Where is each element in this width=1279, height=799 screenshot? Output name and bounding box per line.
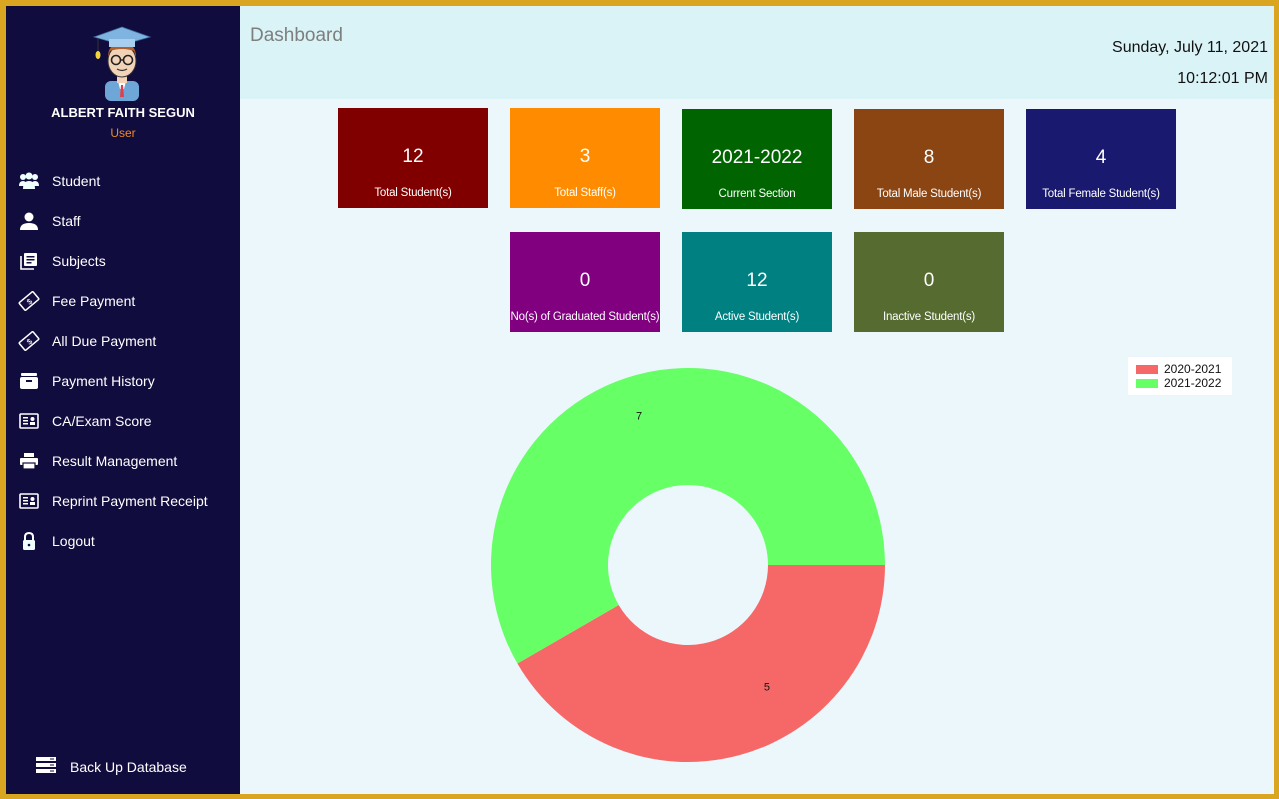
users-icon: [18, 170, 40, 192]
sidebar-item-student[interactable]: Student: [6, 164, 240, 198]
book-icon: [18, 250, 40, 272]
sidebar-item-reprint-payment-receipt[interactable]: Reprint Payment Receipt: [6, 484, 240, 518]
card-label: Inactive Student(s): [882, 311, 976, 323]
donut-data-label: 5: [764, 681, 770, 693]
sidebar-item-label: Fee Payment: [52, 293, 136, 309]
id-card-icon: [18, 490, 40, 512]
page-title: Dashboard: [250, 25, 343, 46]
id-card-icon: [18, 410, 40, 432]
sidebar: ALBERT FAITH SEGUN User Student Staff Su…: [6, 6, 240, 794]
sidebar-item-logout[interactable]: Logout: [6, 524, 240, 558]
sidebar-item-label: Logout: [52, 533, 95, 549]
user-role: User: [110, 126, 136, 140]
app-window: ALBERT FAITH SEGUN User Student Staff Su…: [6, 6, 1274, 794]
sidebar-item-result-management[interactable]: Result Management: [6, 444, 240, 478]
sidebar-item-label: All Due Payment: [52, 333, 157, 349]
legend-item: 2020-2021: [1136, 362, 1221, 376]
legend-label: 2020-2021: [1164, 362, 1222, 376]
session-donut-chart: 57: [491, 367, 885, 762]
lock-icon: [18, 530, 40, 552]
user-name: ALBERT FAITH SEGUN: [51, 105, 195, 120]
card-value: 12: [402, 146, 424, 167]
card-label: Total Male Student(s): [876, 188, 982, 200]
graduate-avatar: [92, 26, 152, 101]
card-label: Current Section: [718, 188, 796, 200]
sidebar-item-label: Student: [52, 173, 101, 189]
sidebar-item-all-due-payment[interactable]: $ All Due Payment: [6, 324, 240, 358]
card-label: Total Student(s): [374, 187, 452, 199]
sidebar-item-fee-payment[interactable]: $ Fee Payment: [6, 284, 240, 318]
money-bill-icon: $: [18, 330, 40, 352]
card-value: 12: [746, 270, 768, 291]
sidebar-item-label: Subjects: [52, 253, 106, 269]
card-total-staff[interactable]: 3 Total Staff(s): [510, 108, 660, 208]
sidebar-item-label: Reprint Payment Receipt: [52, 493, 208, 509]
printer-icon: [18, 450, 40, 472]
card-label: Total Staff(s): [554, 187, 616, 199]
legend-item: 2021-2022: [1136, 376, 1221, 390]
donut-data-label: 7: [636, 411, 642, 423]
sidebar-item-label: Payment History: [52, 373, 155, 389]
sidebar-item-staff[interactable]: Staff: [6, 204, 240, 238]
archive-icon: [18, 370, 40, 392]
card-value: 3: [579, 146, 591, 167]
card-label: No(s) of Graduated Student(s): [510, 311, 660, 323]
current-date: Sunday, July 11, 2021: [1112, 39, 1268, 56]
sidebar-item-label: CA/Exam Score: [52, 413, 152, 429]
money-bill-icon: $: [18, 290, 40, 312]
svg-text:$: $: [25, 297, 35, 307]
card-total-male-students[interactable]: 8 Total Male Student(s): [854, 109, 1004, 209]
card-label: Total Female Student(s): [1042, 188, 1160, 200]
card-value: 8: [923, 147, 935, 168]
backup-database-button[interactable]: Back Up Database: [36, 754, 187, 780]
svg-text:$: $: [25, 337, 35, 347]
card-total-students[interactable]: 12 Total Student(s): [338, 108, 488, 208]
card-label: Active Student(s): [714, 311, 800, 323]
server-icon: [36, 756, 56, 778]
card-total-female-students[interactable]: 4 Total Female Student(s): [1026, 109, 1176, 209]
card-value: 2021-2022: [711, 147, 803, 168]
current-time: 10:12:01 PM: [1177, 70, 1268, 87]
user-icon: [18, 210, 40, 232]
chart-legend: 2020-2021 2021-2022: [1128, 357, 1232, 395]
legend-swatch: [1136, 364, 1158, 374]
header: Dashboard Sunday, July 11, 2021 10:12:01…: [240, 6, 1274, 99]
legend-swatch: [1136, 378, 1158, 388]
card-graduated-students[interactable]: 0 No(s) of Graduated Student(s): [510, 232, 660, 332]
legend-label: 2021-2022: [1164, 376, 1222, 390]
donut-slice-2021-2022: [491, 367, 885, 664]
donut-slice-2020-2021: [517, 565, 885, 762]
sidebar-item-label: Staff: [52, 213, 81, 229]
card-inactive-students[interactable]: 0 Inactive Student(s): [854, 232, 1004, 332]
sidebar-item-label: Result Management: [52, 453, 178, 469]
backup-database-label: Back Up Database: [70, 759, 187, 775]
sidebar-item-payment-history[interactable]: Payment History: [6, 364, 240, 398]
card-current-section[interactable]: 2021-2022 Current Section: [682, 109, 832, 209]
sidebar-item-subjects[interactable]: Subjects: [6, 244, 240, 278]
card-value: 0: [923, 270, 935, 291]
card-value: 0: [579, 270, 591, 291]
card-value: 4: [1095, 147, 1107, 168]
sidebar-item-ca-exam-score[interactable]: CA/Exam Score: [6, 404, 240, 438]
card-active-students[interactable]: 12 Active Student(s): [682, 232, 832, 332]
